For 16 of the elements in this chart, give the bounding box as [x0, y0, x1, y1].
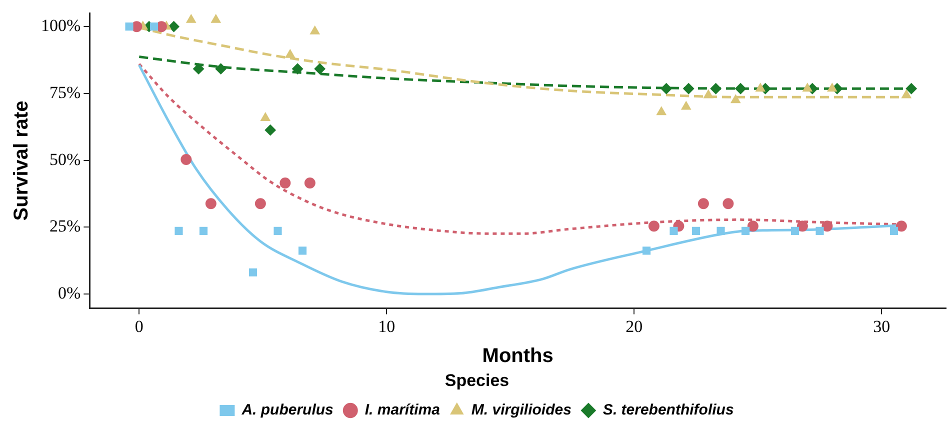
x-axis-title: Months: [482, 345, 554, 368]
legend-label: A. puberulus: [240, 402, 334, 419]
legend-label: S. terebenthifolius: [602, 402, 734, 419]
x-tick-label: 20: [626, 316, 643, 336]
legend-title: Species: [444, 370, 510, 390]
y-tick-label: 50%: [49, 150, 81, 169]
y-tick-label: 25%: [49, 216, 81, 236]
y-axis-title: Survival rate: [10, 100, 33, 221]
y-tick-label: 75%: [49, 82, 81, 102]
legend-label: I. marítima: [364, 402, 440, 419]
x-tick-label: 10: [378, 316, 396, 336]
y-tick-label: 100%: [40, 16, 81, 36]
x-tick-label: 0: [134, 316, 144, 336]
x-tick-label: 30: [873, 316, 890, 336]
legend-label: M. virgilioides: [471, 402, 572, 419]
y-tick-label: 0%: [58, 283, 81, 302]
